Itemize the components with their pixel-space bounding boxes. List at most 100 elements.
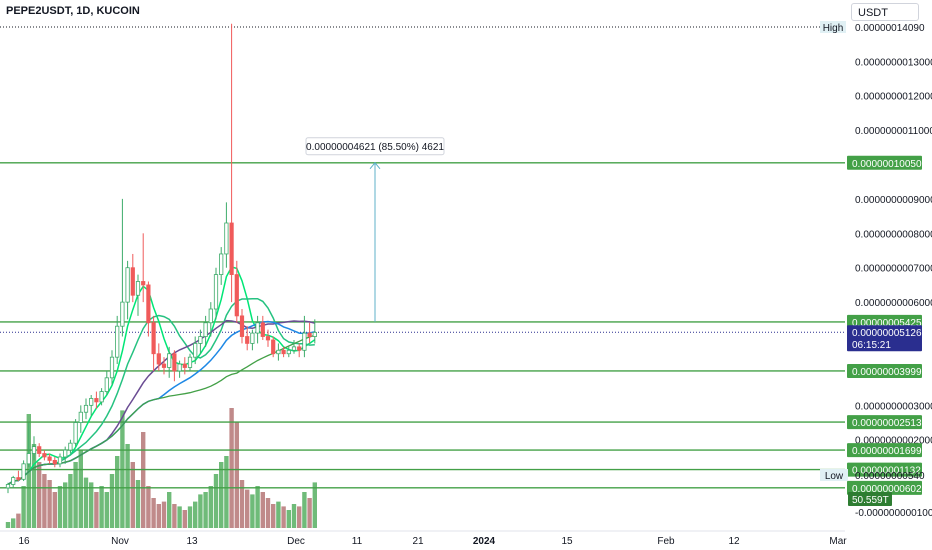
candle-body bbox=[115, 325, 120, 358]
volume-bar bbox=[239, 480, 245, 528]
volume-bar bbox=[52, 492, 57, 528]
x-tick-label: Nov bbox=[111, 536, 129, 547]
x-tick-label: 12 bbox=[728, 536, 740, 547]
level-tag bbox=[847, 415, 922, 430]
ma-fast-line bbox=[7, 266, 316, 486]
low-tag-box bbox=[820, 469, 848, 481]
x-tick-label: 21 bbox=[412, 536, 424, 547]
level-tag-label: 0.00000001132 bbox=[852, 466, 921, 477]
volume-bar bbox=[271, 504, 276, 528]
volume-bar bbox=[78, 450, 83, 528]
level-tag-label: 0.00000001699 bbox=[852, 446, 922, 457]
y-tick-label: 0.0000000007000 bbox=[855, 264, 932, 275]
x-tick-label: 2024 bbox=[473, 536, 496, 547]
level-tag bbox=[847, 480, 922, 495]
candle-body bbox=[94, 398, 99, 403]
volume-bar bbox=[302, 492, 307, 528]
volume-bar bbox=[297, 506, 302, 528]
time-axis[interactable]: 16 Nov 13 Dec 11 21 2024 15 Feb 12 Mar bbox=[0, 530, 847, 547]
currency-selector[interactable]: USDT bbox=[851, 3, 919, 21]
x-tick-label: Mar bbox=[829, 536, 847, 547]
level-tag-label: 0.00000003999 bbox=[852, 367, 922, 378]
volume-bar bbox=[130, 462, 135, 528]
candle-body bbox=[234, 274, 239, 317]
volume-bar bbox=[57, 486, 63, 528]
volume-bar bbox=[83, 477, 89, 528]
candle-body bbox=[297, 346, 302, 351]
candle-body bbox=[83, 404, 89, 413]
volume-bar bbox=[5, 522, 11, 528]
y-tick-label: 0.0000000002000 bbox=[855, 436, 932, 447]
volume-bar bbox=[42, 474, 47, 528]
candle-body bbox=[286, 349, 291, 355]
level-tag bbox=[847, 363, 922, 378]
volume-bar bbox=[37, 462, 42, 528]
volume-bar bbox=[16, 513, 21, 528]
candle-body bbox=[161, 363, 167, 368]
candle-body bbox=[42, 453, 47, 458]
countdown-label: 06:15:21 bbox=[852, 340, 891, 351]
candle-body bbox=[167, 353, 172, 368]
candle-body bbox=[130, 267, 135, 296]
y-tick-label: 0.0000000006000 bbox=[855, 298, 932, 309]
volume-bar bbox=[115, 456, 120, 528]
x-tick-label: Dec bbox=[287, 536, 305, 547]
candle-body bbox=[26, 453, 31, 465]
candle-body bbox=[219, 253, 224, 276]
volume-bar bbox=[125, 444, 130, 528]
last-price-tag bbox=[847, 325, 922, 352]
volume-bar bbox=[177, 506, 182, 528]
x-tick-label: 16 bbox=[18, 536, 30, 547]
candle-body bbox=[265, 336, 271, 341]
volume-tag bbox=[848, 492, 892, 506]
level-tag-label: 0.00000000602 bbox=[852, 484, 922, 495]
low-value: 0.00000000540 bbox=[855, 471, 925, 482]
volume-bar bbox=[156, 504, 161, 528]
volume-bar bbox=[281, 506, 286, 528]
volume-bar bbox=[208, 486, 213, 528]
candle-body bbox=[120, 301, 125, 327]
x-tick-label: 13 bbox=[186, 536, 198, 547]
candle-body bbox=[68, 442, 73, 451]
volume-bar bbox=[250, 494, 255, 528]
candle-body bbox=[307, 332, 312, 337]
price-axis[interactable]: 0.0000000013000 0.0000000012000 0.00000000… bbox=[820, 0, 932, 536]
candle-body bbox=[198, 336, 203, 344]
volume-bar bbox=[21, 486, 26, 528]
candle-body bbox=[104, 377, 109, 392]
volume-bar bbox=[255, 486, 260, 528]
volume-bar bbox=[167, 492, 172, 528]
volume-bar bbox=[276, 501, 281, 528]
candle-body bbox=[245, 336, 250, 344]
volume-bar bbox=[193, 501, 198, 528]
high-tag-box bbox=[820, 21, 846, 33]
x-tick-label: Feb bbox=[657, 536, 675, 547]
candle-body bbox=[193, 343, 198, 358]
ma-slow-line bbox=[7, 319, 315, 486]
candle-body bbox=[63, 449, 68, 458]
volume-bar bbox=[312, 482, 317, 528]
candle-body bbox=[31, 446, 37, 454]
volume-bar bbox=[307, 498, 312, 528]
candle-body bbox=[187, 356, 193, 368]
candle-body bbox=[312, 332, 317, 337]
candle-body bbox=[11, 477, 16, 485]
candle-body bbox=[37, 446, 42, 454]
volume-bar bbox=[260, 492, 265, 528]
level-tag bbox=[847, 155, 922, 170]
candle-body bbox=[172, 353, 177, 372]
level-tag-label: 0.00000005425 bbox=[852, 318, 922, 329]
candle-body bbox=[57, 456, 63, 465]
candle-body bbox=[239, 315, 245, 337]
high-value: 0.00000014090 bbox=[855, 23, 925, 34]
volume-bar bbox=[203, 492, 208, 528]
candle-body bbox=[224, 222, 229, 255]
symbol-title: PEPE2USDT, 1D, KUCOIN bbox=[6, 5, 140, 17]
candle-body bbox=[151, 322, 156, 355]
candle-body bbox=[21, 463, 26, 480]
level-tag bbox=[847, 443, 922, 458]
high-label: High bbox=[823, 23, 844, 34]
volume-bar bbox=[265, 498, 271, 528]
y-tick-label: 0.0000000009000 bbox=[855, 195, 932, 206]
